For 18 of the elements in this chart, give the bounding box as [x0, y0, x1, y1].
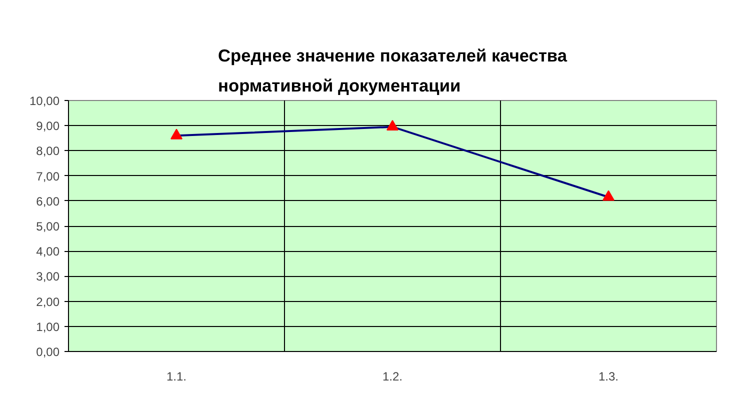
chart-title: Среднее значение показателей качества нормативной документации	[218, 46, 568, 96]
y-tick-label: 3,00	[36, 270, 60, 284]
point	[386, 120, 398, 131]
x-tick-label: 1.3.	[598, 370, 619, 384]
point	[602, 190, 614, 201]
y-tick-label: 10,00	[29, 94, 60, 108]
y-tick-label: 1,00	[36, 320, 60, 334]
y-tick-label: 7,00	[36, 169, 60, 184]
y-tick-label: 5,00	[36, 220, 60, 234]
y-tick-label: 4,00	[36, 244, 60, 259]
x-tick-label: 1.2.	[382, 370, 403, 384]
y-tick-label: 8,00	[36, 144, 60, 158]
y-tick-label: 0,00	[36, 345, 60, 359]
y-tick-label: 6,00	[36, 194, 60, 208]
point	[170, 128, 182, 140]
x-tick-label: 1.1.	[166, 370, 187, 384]
y-tick-label: 2,00	[36, 294, 60, 309]
y-tick-label: 9,00	[36, 119, 60, 134]
